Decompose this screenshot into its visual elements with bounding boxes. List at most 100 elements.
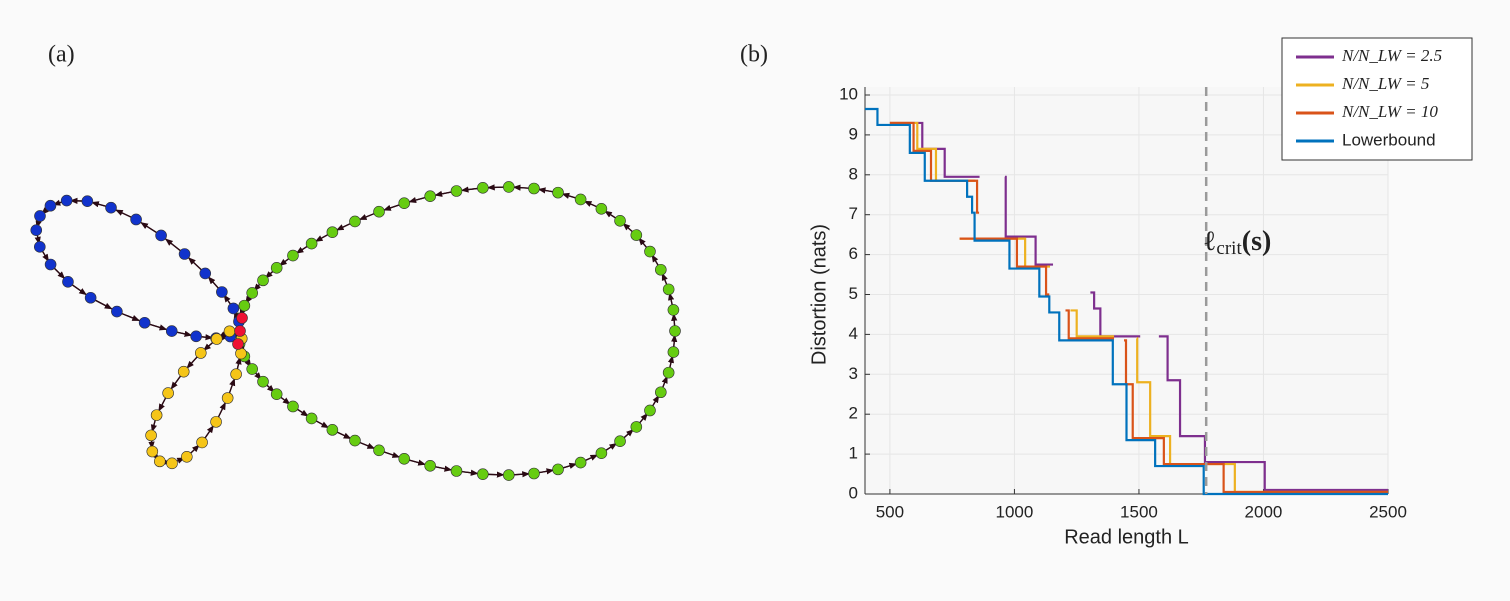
node — [60, 194, 73, 207]
x-axis-label: Read length L — [1064, 526, 1189, 548]
node — [34, 241, 46, 253]
series-line — [889, 121, 980, 214]
node — [644, 245, 656, 258]
node — [595, 447, 608, 459]
node — [305, 237, 318, 250]
node — [111, 305, 123, 318]
node — [373, 205, 385, 218]
annotation-part: ℓ — [1203, 226, 1216, 257]
legend-label: Lowerbound — [1342, 130, 1436, 149]
node — [655, 386, 667, 399]
node — [246, 363, 258, 375]
node — [44, 258, 57, 271]
node — [81, 195, 94, 207]
series-line — [1004, 175, 1054, 266]
node — [210, 333, 223, 345]
series-line — [1065, 309, 1115, 340]
y-axis-label: Distortion (nats) — [808, 224, 830, 365]
node — [221, 392, 234, 404]
series-line — [959, 237, 1050, 296]
node — [326, 226, 339, 238]
x-tick-label: 1000 — [996, 502, 1034, 521]
y-tick-label: 6 — [849, 244, 858, 263]
x-tick-label: 2000 — [1245, 502, 1283, 521]
node — [130, 213, 142, 226]
node — [614, 214, 626, 227]
node — [230, 368, 242, 380]
series-line — [1124, 339, 1388, 494]
series-line — [1158, 335, 1388, 492]
x-tick-label: 1500 — [1120, 502, 1158, 521]
annotation-part: crit — [1216, 238, 1242, 259]
node — [199, 267, 212, 280]
node — [105, 201, 117, 214]
y-tick-label: 8 — [849, 164, 858, 183]
y-tick-label: 10 — [839, 84, 858, 103]
node — [398, 452, 411, 465]
node — [166, 457, 178, 470]
node — [145, 429, 157, 442]
y-tick-label: 2 — [849, 404, 858, 423]
y-tick-label: 1 — [849, 444, 858, 463]
node — [62, 276, 74, 288]
node — [236, 312, 248, 324]
node — [424, 190, 436, 203]
node — [326, 424, 339, 436]
node — [614, 435, 626, 448]
node — [257, 375, 269, 388]
node — [662, 366, 675, 379]
node — [146, 445, 159, 458]
chart: 0 1 2 3 4 5 6 7 8 9 10 500 1000 1500 2000 2500 Read leng… — [808, 37, 1473, 548]
panel-label: (b) — [740, 42, 768, 68]
node — [178, 248, 191, 260]
annotation: ℓcrit(s) — [1203, 226, 1271, 259]
node — [155, 229, 167, 242]
node — [216, 286, 228, 298]
node — [574, 456, 587, 469]
series-line — [865, 107, 1388, 496]
node — [630, 421, 643, 433]
y-tick-label: 5 — [849, 284, 858, 303]
node — [165, 325, 178, 337]
node — [257, 274, 269, 287]
legend-label: N/N_LW = 5 — [1341, 74, 1429, 93]
node — [246, 287, 258, 299]
node — [196, 436, 208, 449]
node — [669, 325, 681, 337]
node — [223, 325, 236, 338]
node — [227, 302, 240, 315]
node — [667, 346, 680, 358]
node — [194, 347, 207, 359]
node — [502, 181, 515, 193]
node — [153, 455, 166, 468]
node — [424, 459, 436, 472]
node — [450, 185, 463, 197]
node — [162, 387, 174, 399]
node — [595, 203, 608, 215]
node — [349, 215, 361, 228]
node — [552, 463, 564, 476]
x-tick-label: 500 — [876, 502, 904, 521]
node — [667, 304, 680, 316]
node — [232, 338, 244, 350]
node — [138, 316, 151, 329]
node — [270, 388, 283, 400]
series-line — [1070, 309, 1115, 338]
node — [34, 210, 46, 222]
node — [270, 262, 283, 274]
graph-diagram — [30, 181, 681, 481]
node — [644, 404, 656, 417]
node — [44, 199, 57, 212]
node — [373, 444, 385, 457]
node — [349, 434, 361, 447]
node — [210, 416, 222, 428]
node — [630, 229, 643, 241]
node — [655, 263, 667, 276]
y-tick-label: 4 — [849, 324, 858, 343]
node — [398, 197, 411, 210]
node — [552, 186, 564, 199]
y-tick-label: 0 — [849, 483, 858, 502]
node — [287, 400, 299, 413]
node — [502, 469, 515, 481]
